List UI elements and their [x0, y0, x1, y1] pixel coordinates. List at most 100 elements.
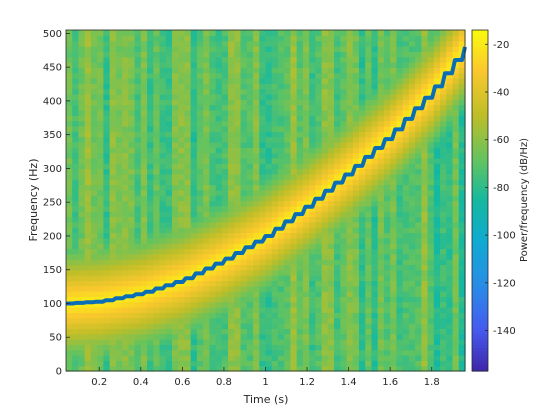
heatmap-cell — [396, 339, 404, 345]
heatmap-cell — [271, 147, 279, 154]
heatmap-cell — [265, 280, 273, 287]
heatmap-cell — [228, 179, 235, 186]
heatmap-cell — [97, 216, 104, 223]
heatmap-cell — [109, 93, 117, 100]
heatmap-cell — [153, 120, 161, 127]
heatmap-cell — [371, 216, 379, 223]
heatmap-cell — [377, 131, 385, 138]
heatmap-cell — [228, 195, 235, 202]
heatmap-cell — [458, 317, 466, 324]
heatmap-cell — [228, 184, 235, 191]
heatmap-cell — [327, 301, 335, 308]
heatmap-cell — [184, 157, 192, 164]
heatmap-cell — [371, 152, 379, 159]
heatmap-cell — [277, 264, 285, 271]
heatmap-cell — [128, 355, 136, 361]
heatmap-cell — [390, 285, 398, 292]
heatmap-cell — [296, 355, 304, 361]
heatmap-cell — [284, 301, 292, 308]
heatmap-cell — [215, 285, 223, 292]
heatmap-cell — [284, 317, 292, 324]
colorbar-segment — [472, 98, 488, 102]
heatmap-cell — [134, 115, 142, 122]
heatmap-cell — [440, 355, 447, 361]
heatmap-cell — [190, 216, 198, 223]
heatmap-cell — [402, 189, 410, 196]
heatmap-cell — [115, 301, 123, 308]
heatmap-cell — [109, 195, 117, 202]
heatmap-cell — [184, 168, 192, 175]
heatmap-cell — [352, 259, 360, 266]
heatmap-cell — [296, 195, 304, 202]
heatmap-cell — [97, 115, 104, 122]
heatmap-cell — [72, 248, 80, 255]
heatmap-cell — [352, 200, 360, 207]
heatmap-cell — [134, 211, 142, 218]
heatmap-cell — [122, 253, 129, 260]
heatmap-cell — [165, 269, 173, 276]
heatmap-cell — [153, 365, 161, 372]
heatmap-cell — [415, 77, 422, 84]
heatmap-cell — [140, 296, 148, 303]
heatmap-cell — [190, 99, 198, 106]
heatmap-cell — [66, 296, 73, 303]
heatmap-cell — [97, 35, 104, 42]
heatmap-cell — [115, 45, 123, 52]
heatmap-cell — [321, 40, 329, 47]
heatmap-cell — [240, 205, 248, 212]
heatmap-cell — [315, 248, 323, 255]
heatmap-cell — [140, 301, 148, 308]
heatmap-cell — [234, 264, 242, 271]
heatmap-cell — [240, 253, 248, 260]
heatmap-cell — [190, 205, 198, 212]
heatmap-cell — [253, 221, 260, 228]
heatmap-cell — [415, 61, 422, 68]
heatmap-cell — [265, 131, 273, 138]
heatmap-cell — [109, 163, 117, 170]
heatmap-cell — [452, 333, 460, 340]
heatmap-cell — [90, 360, 98, 367]
heatmap-cell — [296, 264, 304, 271]
heatmap-cell — [452, 237, 460, 244]
heatmap-cell — [97, 259, 104, 266]
heatmap-cell — [458, 349, 466, 356]
heatmap-cell — [452, 243, 460, 250]
heatmap-cell — [427, 35, 435, 42]
heatmap-cell — [340, 333, 348, 340]
heatmap-cell — [240, 216, 248, 223]
heatmap-cell — [446, 275, 454, 282]
heatmap-cell — [72, 237, 80, 244]
heatmap-cell — [115, 72, 123, 79]
heatmap-cell — [365, 61, 373, 68]
heatmap-cell — [433, 56, 441, 63]
heatmap-cell — [165, 115, 173, 122]
heatmap-cell — [346, 61, 354, 68]
heatmap-cell — [396, 275, 404, 282]
heatmap-cell — [433, 163, 441, 170]
heatmap-cell — [271, 312, 279, 319]
heatmap-cell — [296, 136, 304, 143]
heatmap-cell — [446, 56, 454, 63]
heatmap-cell — [147, 200, 154, 207]
heatmap-cell — [315, 168, 323, 175]
heatmap-cell — [440, 269, 447, 276]
heatmap-cell — [433, 355, 441, 361]
heatmap-cell — [396, 307, 404, 313]
heatmap-cell — [84, 61, 92, 68]
heatmap-cell — [253, 296, 260, 303]
heatmap-cell — [178, 221, 186, 228]
heatmap-cell — [396, 248, 404, 255]
heatmap-cell — [277, 200, 285, 207]
colorbar-tick-label: -120 — [493, 278, 516, 289]
heatmap-cell — [190, 67, 198, 74]
heatmap-cell — [203, 232, 210, 239]
heatmap-cell — [259, 56, 267, 63]
colorbar-segment — [472, 129, 488, 133]
heatmap-cell — [72, 317, 80, 324]
heatmap-cell — [365, 360, 373, 367]
heatmap-cell — [365, 51, 373, 58]
heatmap-cell — [365, 211, 373, 218]
heatmap-cell — [346, 200, 354, 207]
heatmap-cell — [115, 131, 123, 138]
heatmap-cell — [402, 344, 410, 351]
